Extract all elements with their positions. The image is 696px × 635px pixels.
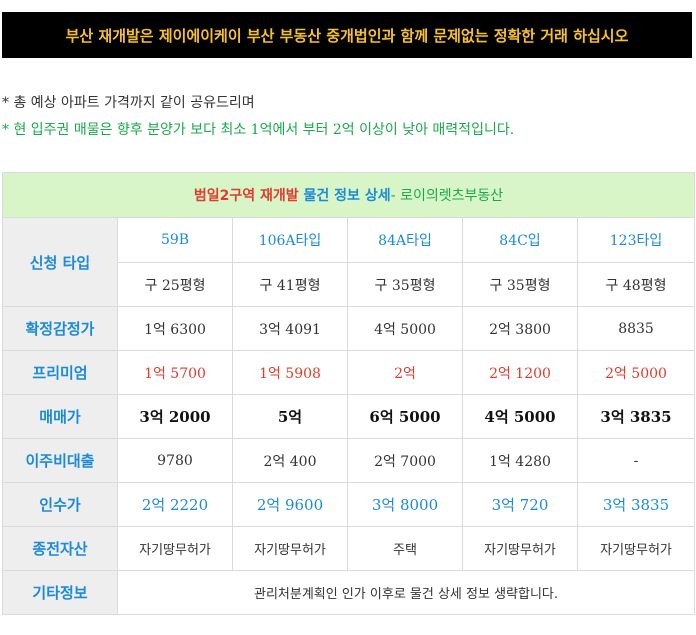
promo-banner: 부산 재개발은 제이에이케이 부산 부동산 중개법인과 함께 문제없는 정확한 … — [2, 12, 692, 58]
premium-cell: 2억 5000 — [576, 350, 696, 395]
loan-cell: 2억 400 — [232, 438, 348, 483]
header-premium: 프리미엄 — [2, 350, 118, 395]
old-size-cell: 구 41평형 — [232, 262, 348, 307]
old-size-cell: 구 35평형 — [347, 262, 463, 307]
takeover-cell: 3억 8000 — [347, 482, 463, 527]
sale-cell: 5억 — [232, 394, 348, 439]
takeover-cell: 2억 2220 — [117, 482, 233, 527]
takeover-cell: 3억 720 — [462, 482, 578, 527]
sale-cell: 4억 5000 — [462, 394, 578, 439]
premium-cell: 1억 5700 — [117, 350, 233, 395]
type-cell: 59B — [117, 217, 233, 263]
loan-cell: 9780 — [117, 438, 233, 483]
takeover-cell: 2억 9600 — [232, 482, 348, 527]
header-takeover: 인수가 — [2, 482, 118, 527]
premium-cell: 1억 5908 — [232, 350, 348, 395]
asset-cell: 자기땅무허가 — [232, 526, 348, 571]
title-agency: - 로이의렛츠부동산 — [390, 188, 504, 204]
property-info-table: 범일2구역 재개발 물건 정보 상세- 로이의렛츠부동산 신청 타입 59B 1… — [1, 172, 696, 615]
loan-cell: 1억 4280 — [462, 438, 578, 483]
appraisal-cell: 2억 3800 — [462, 306, 578, 351]
asset-cell: 자기땅무허가 — [462, 526, 578, 571]
premium-cell: 2억 1200 — [462, 350, 578, 395]
premium-cell: 2억 — [347, 350, 463, 395]
header-sale: 매매가 — [2, 394, 118, 439]
old-size-cell: 구 25평형 — [117, 262, 233, 307]
header-asset: 종전자산 — [2, 526, 118, 571]
appraisal-cell: 1억 6300 — [117, 306, 233, 351]
title-detail: 물건 정보 상세 — [303, 188, 391, 204]
loan-cell: - — [576, 438, 696, 483]
sale-cell: 6억 5000 — [347, 394, 463, 439]
table-title: 범일2구역 재개발 물건 정보 상세- 로이의렛츠부동산 — [1, 172, 696, 218]
asset-cell: 자기땅무허가 — [576, 526, 696, 571]
appraisal-cell: 3억 4091 — [232, 306, 348, 351]
note-attractive: * 현 입주권 매물은 향후 분양가 보다 최소 1억에서 부터 2억 이상이 … — [2, 122, 515, 138]
header-type: 신청 타입 — [2, 217, 118, 307]
sale-cell: 3억 3835 — [576, 394, 696, 439]
appraisal-cell: 4억 5000 — [347, 306, 463, 351]
etc-cell: 관리처분계획인 인가 이후로 물건 상세 정보 생략합니다. — [116, 570, 696, 615]
type-cell: 84A타입 — [347, 217, 463, 263]
old-size-cell: 구 35평형 — [462, 262, 578, 307]
appraisal-cell: 8835 — [576, 306, 696, 351]
type-cell: 84C입 — [462, 217, 578, 263]
asset-cell: 주택 — [347, 526, 463, 571]
sale-cell: 3억 2000 — [117, 394, 233, 439]
header-loan: 이주비대출 — [2, 438, 118, 483]
takeover-cell: 3억 3835 — [576, 482, 696, 527]
asset-cell: 자기땅무허가 — [117, 526, 233, 571]
header-etc: 기타정보 — [2, 570, 118, 615]
title-district: 범일2구역 재개발 — [193, 188, 299, 204]
old-size-cell: 구 48평형 — [576, 262, 696, 307]
loan-cell: 2억 7000 — [347, 438, 463, 483]
type-cell: 123타입 — [576, 217, 696, 263]
type-cell: 106A타입 — [232, 217, 348, 263]
header-appraisal: 확정감정가 — [2, 306, 118, 351]
note-price-share: * 총 예상 아파트 가격까지 같이 공유드리며 — [2, 95, 255, 111]
